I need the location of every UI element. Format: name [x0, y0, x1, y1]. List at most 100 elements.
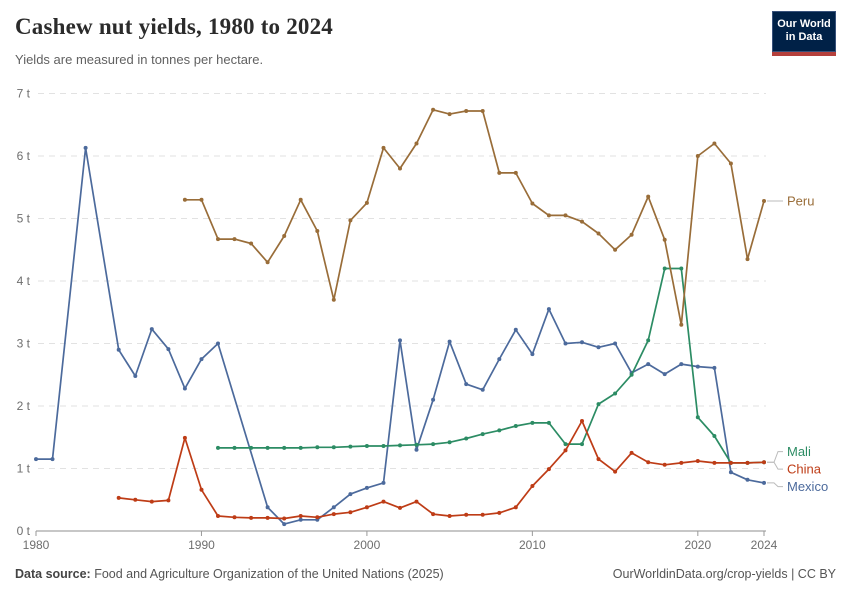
data-point — [530, 352, 535, 357]
data-point — [83, 145, 88, 150]
data-point — [762, 460, 766, 465]
data-point — [762, 199, 766, 203]
y-axis-label-4: 4 t — [17, 274, 31, 288]
data-point — [695, 459, 700, 463]
x-axis-label-2000: 2000 — [354, 538, 381, 552]
data-point — [315, 229, 320, 233]
data-point — [513, 424, 518, 428]
y-axis-label-7: 7 t — [17, 87, 31, 101]
data-point — [546, 420, 551, 425]
data-point — [530, 420, 535, 425]
data-point — [116, 347, 121, 352]
data-point — [216, 445, 220, 450]
data-point — [249, 515, 254, 520]
series-line-mexico[interactable] — [36, 147, 765, 525]
data-point — [728, 470, 733, 475]
series-line-china[interactable] — [118, 420, 765, 520]
data-point — [646, 460, 651, 465]
data-point — [596, 402, 601, 407]
owid-logo[interactable]: Our World in Data — [772, 11, 836, 56]
data-point — [712, 434, 717, 438]
data-point — [580, 219, 584, 224]
data-point — [34, 457, 38, 462]
data-point — [497, 357, 502, 362]
data-point — [662, 372, 667, 377]
data-point — [381, 480, 386, 485]
data-point — [447, 514, 452, 518]
data-point — [431, 397, 436, 402]
data-point — [398, 443, 402, 448]
data-point — [414, 447, 419, 452]
data-point — [282, 445, 287, 450]
owid-logo-text: Our World in Data — [772, 11, 836, 52]
data-point — [199, 197, 204, 202]
x-axis-label-1980: 1980 — [23, 538, 50, 552]
x-axis-label-2010: 2010 — [519, 538, 546, 552]
legend-label-mali[interactable]: Mali — [787, 444, 811, 459]
data-point — [282, 522, 287, 527]
data-point — [662, 462, 667, 467]
y-axis-label-1: 1 t — [17, 462, 31, 476]
data-point — [265, 445, 270, 450]
data-point — [315, 515, 320, 520]
data-point — [695, 154, 700, 158]
data-point — [629, 372, 634, 377]
series-mexico[interactable] — [34, 145, 766, 527]
series-china[interactable] — [116, 419, 766, 521]
data-point — [116, 495, 121, 500]
legend-label-peru[interactable]: Peru — [787, 194, 814, 209]
page-title: Cashew nut yields, 1980 to 2024 — [15, 14, 334, 39]
chart-subtitle: Yields are measured in tonnes per hectar… — [15, 52, 264, 67]
data-point — [182, 386, 187, 391]
data-point — [331, 512, 336, 517]
legend-label-mexico[interactable]: Mexico — [787, 479, 828, 494]
data-point — [282, 516, 287, 521]
data-point — [662, 266, 667, 271]
data-point — [695, 364, 700, 369]
x-axis-label-2020: 2020 — [684, 538, 711, 552]
data-point — [166, 498, 171, 503]
data-point — [216, 514, 220, 518]
data-point — [745, 477, 750, 482]
data-point — [497, 428, 502, 433]
x-axis-label-2024: 2024 — [751, 538, 778, 552]
data-point — [331, 445, 336, 450]
data-point — [348, 218, 353, 223]
data-point — [149, 327, 154, 332]
data-point — [133, 374, 138, 378]
data-point — [431, 442, 436, 447]
data-point — [398, 166, 402, 171]
data-point — [447, 440, 452, 445]
data-point — [613, 247, 618, 252]
x-axis-label-1990: 1990 — [188, 538, 215, 552]
data-point — [199, 487, 204, 492]
y-axis-label-0: 0 t — [17, 524, 31, 538]
series-line-mali[interactable] — [218, 267, 765, 464]
series-peru[interactable] — [182, 107, 766, 327]
data-point — [133, 497, 138, 502]
data-source-text: Food and Agriculture Organization of the… — [90, 567, 444, 581]
data-point — [232, 515, 237, 520]
legend-label-china[interactable]: China — [787, 462, 822, 477]
data-point — [480, 512, 485, 517]
data-point — [745, 460, 750, 465]
legend-connector-mexico — [767, 482, 783, 488]
data-point — [414, 442, 419, 447]
data-point — [348, 492, 353, 497]
data-point — [364, 485, 369, 490]
data-point — [298, 517, 303, 522]
data-point — [480, 432, 485, 437]
series-line-peru[interactable] — [184, 108, 765, 326]
license-link[interactable]: OurWorldinData.org/crop-yields | CC BY — [612, 567, 836, 581]
data-point — [166, 347, 171, 352]
data-point — [414, 499, 419, 504]
owid-logo-line2: in Data — [785, 31, 823, 43]
data-point — [364, 505, 369, 510]
data-point — [563, 341, 568, 346]
data-point — [546, 467, 551, 472]
y-axis-label-3: 3 t — [17, 337, 31, 351]
data-point — [182, 197, 187, 202]
data-point — [265, 505, 270, 510]
data-point — [480, 109, 485, 113]
